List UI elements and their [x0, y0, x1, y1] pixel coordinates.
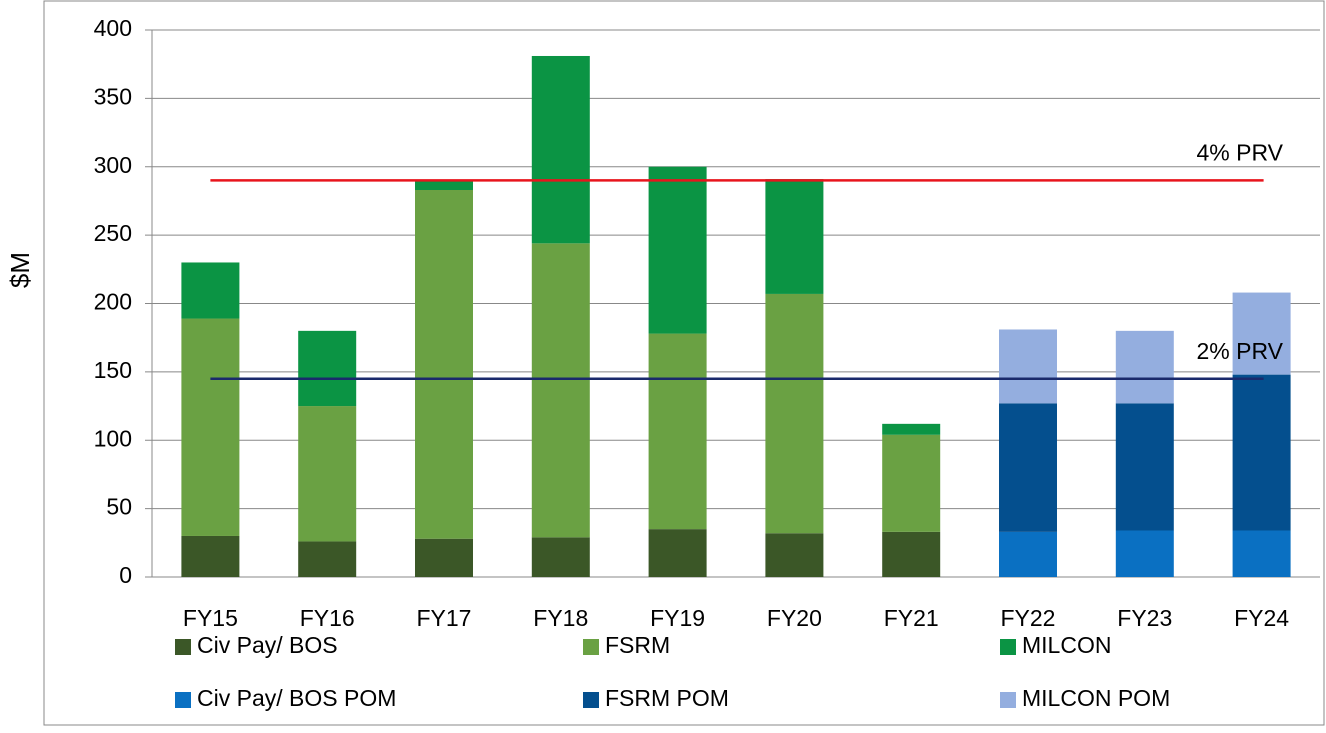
bar-segment [648, 166, 707, 334]
reference-label: 4% PRV [1196, 140, 1283, 166]
bar-segment [298, 406, 357, 542]
bar-segment [999, 531, 1057, 577]
bar-segment [298, 541, 357, 577]
bar-segment [765, 179, 824, 294]
bar-segment [1232, 292, 1291, 375]
bar-segment [298, 330, 357, 407]
y-tick-label: 0 [119, 562, 132, 588]
legend-swatch [175, 692, 191, 708]
bar-segment [765, 533, 824, 577]
bar-segment [531, 55, 590, 244]
bar-segment [415, 180, 473, 190]
reference-label: 2% PRV [1196, 338, 1283, 364]
bar-segment [882, 423, 941, 435]
legend-label: Civ Pay/ BOS POM [197, 685, 396, 711]
bar-segment [882, 434, 941, 532]
bar-segment [181, 262, 240, 319]
y-tick-label: 400 [94, 15, 132, 41]
bar-segment [1232, 530, 1291, 577]
bar-segment [882, 531, 941, 577]
x-tick-label: FY16 [300, 605, 355, 631]
legend-swatch [583, 692, 599, 708]
legend-label: MILCON [1022, 632, 1111, 658]
y-tick-label: 150 [94, 357, 132, 383]
bar-segment [531, 537, 590, 577]
legend-swatch [1000, 639, 1016, 655]
x-tick-label: FY15 [183, 605, 238, 631]
y-tick-label: 250 [94, 220, 132, 246]
x-tick-label: FY21 [884, 605, 939, 631]
bar-segment [415, 189, 473, 539]
bar-segment [648, 333, 707, 530]
x-tick-label: FY19 [650, 605, 705, 631]
bar-segment [181, 535, 240, 577]
legend-swatch [1000, 692, 1016, 708]
x-tick-label: FY24 [1234, 605, 1289, 631]
bar-segment [765, 293, 824, 534]
bar-segment [999, 403, 1057, 532]
y-tick-label: 100 [94, 425, 132, 451]
legend-label: MILCON POM [1022, 685, 1170, 711]
bar-segment [1115, 330, 1174, 404]
x-tick-label: FY18 [533, 605, 588, 631]
x-tick-label: FY20 [767, 605, 822, 631]
legend-swatch [175, 639, 191, 655]
x-tick-label: FY23 [1117, 605, 1172, 631]
bar-segment [1232, 374, 1291, 531]
y-tick-label: 50 [106, 494, 132, 520]
bar-segment [999, 329, 1057, 404]
y-tick-label: 350 [94, 83, 132, 109]
legend-label: FSRM [605, 632, 670, 658]
bar-segment [1115, 530, 1174, 577]
bar-segment [648, 529, 707, 577]
legend-label: FSRM POM [605, 685, 729, 711]
bar-segment [415, 538, 473, 577]
y-axis-label: $M [5, 252, 35, 288]
bar-segment [1115, 403, 1174, 531]
chart-frame [43, 0, 1325, 726]
bar-segment [531, 243, 590, 538]
legend-label: Civ Pay/ BOS [197, 632, 338, 658]
x-tick-label: FY17 [417, 605, 472, 631]
legend-swatch [583, 639, 599, 655]
bar-segment [181, 318, 240, 536]
y-tick-label: 200 [94, 289, 132, 315]
x-tick-label: FY22 [1001, 605, 1056, 631]
y-tick-label: 300 [94, 152, 132, 178]
